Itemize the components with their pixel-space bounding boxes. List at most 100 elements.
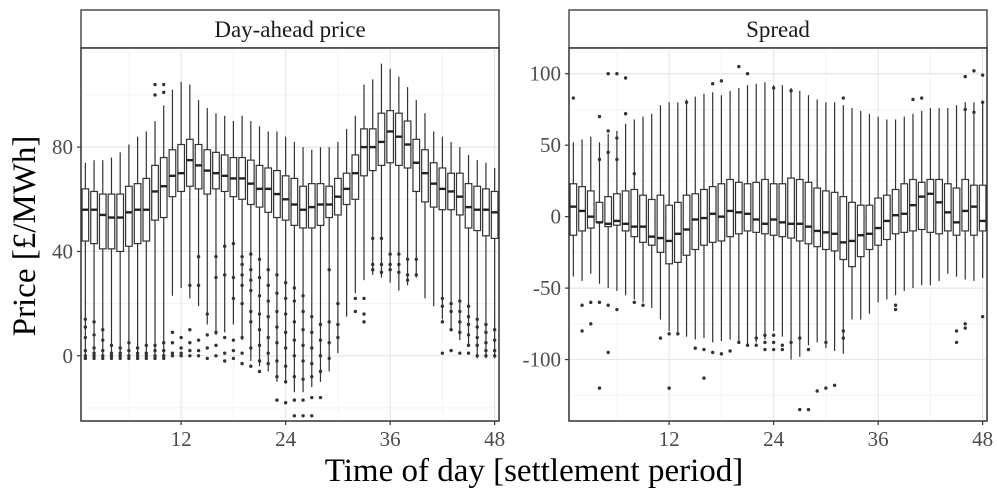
box-period-8 [630, 119, 639, 300]
outlier-point [144, 356, 149, 361]
box-iqr [761, 178, 769, 235]
box-iqr [133, 183, 142, 245]
outlier-point [719, 79, 724, 83]
y-tick-label: 80 [52, 135, 73, 159]
outlier-point [841, 329, 846, 333]
outlier-point [231, 296, 236, 301]
outlier-point [710, 82, 715, 86]
box-period-46 [961, 102, 970, 280]
box-period-38 [403, 87, 412, 286]
box-iqr [821, 190, 830, 251]
outlier-point [606, 350, 610, 355]
box-iqr [107, 193, 116, 250]
outlier-point [249, 309, 253, 314]
outlier-point [780, 343, 785, 347]
box-iqr [421, 149, 429, 203]
box-period-1 [569, 142, 578, 277]
box-iqr [952, 187, 961, 236]
outlier-point [702, 376, 706, 380]
outlier-point [109, 356, 114, 361]
outlier-point [101, 338, 105, 342]
box-iqr [743, 183, 752, 232]
outlier-point [440, 304, 445, 308]
outlier-point [475, 335, 479, 340]
outlier-point [963, 107, 967, 112]
box-iqr [900, 183, 909, 233]
box-iqr [665, 204, 674, 265]
box-iqr [691, 193, 700, 251]
outlier-point [310, 346, 314, 350]
box-iqr [717, 183, 726, 242]
outlier-point [492, 328, 497, 332]
outlier-point [379, 236, 384, 241]
x-axis-title: Time of day [settlement period] [325, 453, 744, 489]
box-iqr [290, 177, 299, 226]
outlier-point [754, 343, 758, 347]
outlier-point [188, 354, 192, 358]
outlier-point [684, 100, 689, 105]
outlier-point [292, 320, 297, 324]
outlier-point [440, 296, 445, 301]
outlier-point [798, 407, 802, 412]
box-period-11 [168, 89, 177, 296]
box-period-40 [909, 113, 917, 289]
outlier-point [162, 90, 166, 95]
outlier-point [275, 273, 279, 277]
panel-title-day-ahead: Day-ahead price [214, 17, 365, 42]
box-period-45 [952, 105, 961, 277]
outlier-point [327, 320, 331, 324]
outlier-point [484, 354, 488, 358]
box-period-6 [612, 130, 621, 291]
outlier-point [275, 359, 279, 363]
x-tick-label: 24 [763, 427, 785, 451]
outlier-point [162, 356, 166, 361]
box-iqr [159, 156, 168, 219]
box-iqr [813, 187, 822, 248]
outlier-point [292, 374, 297, 379]
outlier-point [972, 69, 976, 73]
outlier-point [371, 236, 375, 241]
outlier-point [257, 328, 262, 332]
outlier-point [118, 354, 122, 358]
outlier-point [240, 262, 244, 267]
outlier-point [597, 386, 602, 390]
outlier-point [580, 303, 584, 307]
outlier-point [641, 303, 645, 307]
box-period-7 [133, 136, 142, 359]
outlier-point [92, 351, 96, 355]
outlier-point [597, 114, 602, 119]
box-iqr [412, 138, 421, 193]
outlier-point [449, 301, 453, 306]
outlier-point [458, 320, 462, 324]
outlier-point [397, 252, 401, 256]
outlier-point [954, 329, 959, 333]
box-period-17 [708, 92, 717, 343]
outlier-point [310, 330, 314, 335]
outlier-point [222, 244, 227, 248]
box-period-21 [255, 126, 264, 367]
outlier-point [257, 257, 262, 261]
outlier-point [222, 273, 227, 277]
outlier-point [763, 340, 767, 345]
outlier-point [283, 364, 288, 368]
x-axis: 12 24 36 48 [659, 421, 993, 451]
box-iqr [229, 156, 238, 198]
outlier-point [188, 341, 192, 345]
outliers [83, 82, 497, 418]
outlier-point [283, 281, 288, 285]
box-iqr [212, 151, 220, 190]
outlier-point [118, 351, 122, 355]
box-iqr [360, 128, 368, 177]
outlier-point [83, 325, 88, 329]
box-period-23 [761, 82, 769, 340]
outlier-point [135, 351, 140, 355]
outlier-point [745, 72, 750, 76]
outlier-point [240, 361, 244, 366]
box-period-39 [900, 116, 909, 291]
outlier-point [301, 328, 305, 332]
outlier-point [763, 333, 767, 337]
y-tick-label: 40 [52, 239, 73, 263]
outlier-point [623, 76, 628, 80]
box-iqr [377, 112, 386, 166]
outlier-point [841, 336, 846, 340]
